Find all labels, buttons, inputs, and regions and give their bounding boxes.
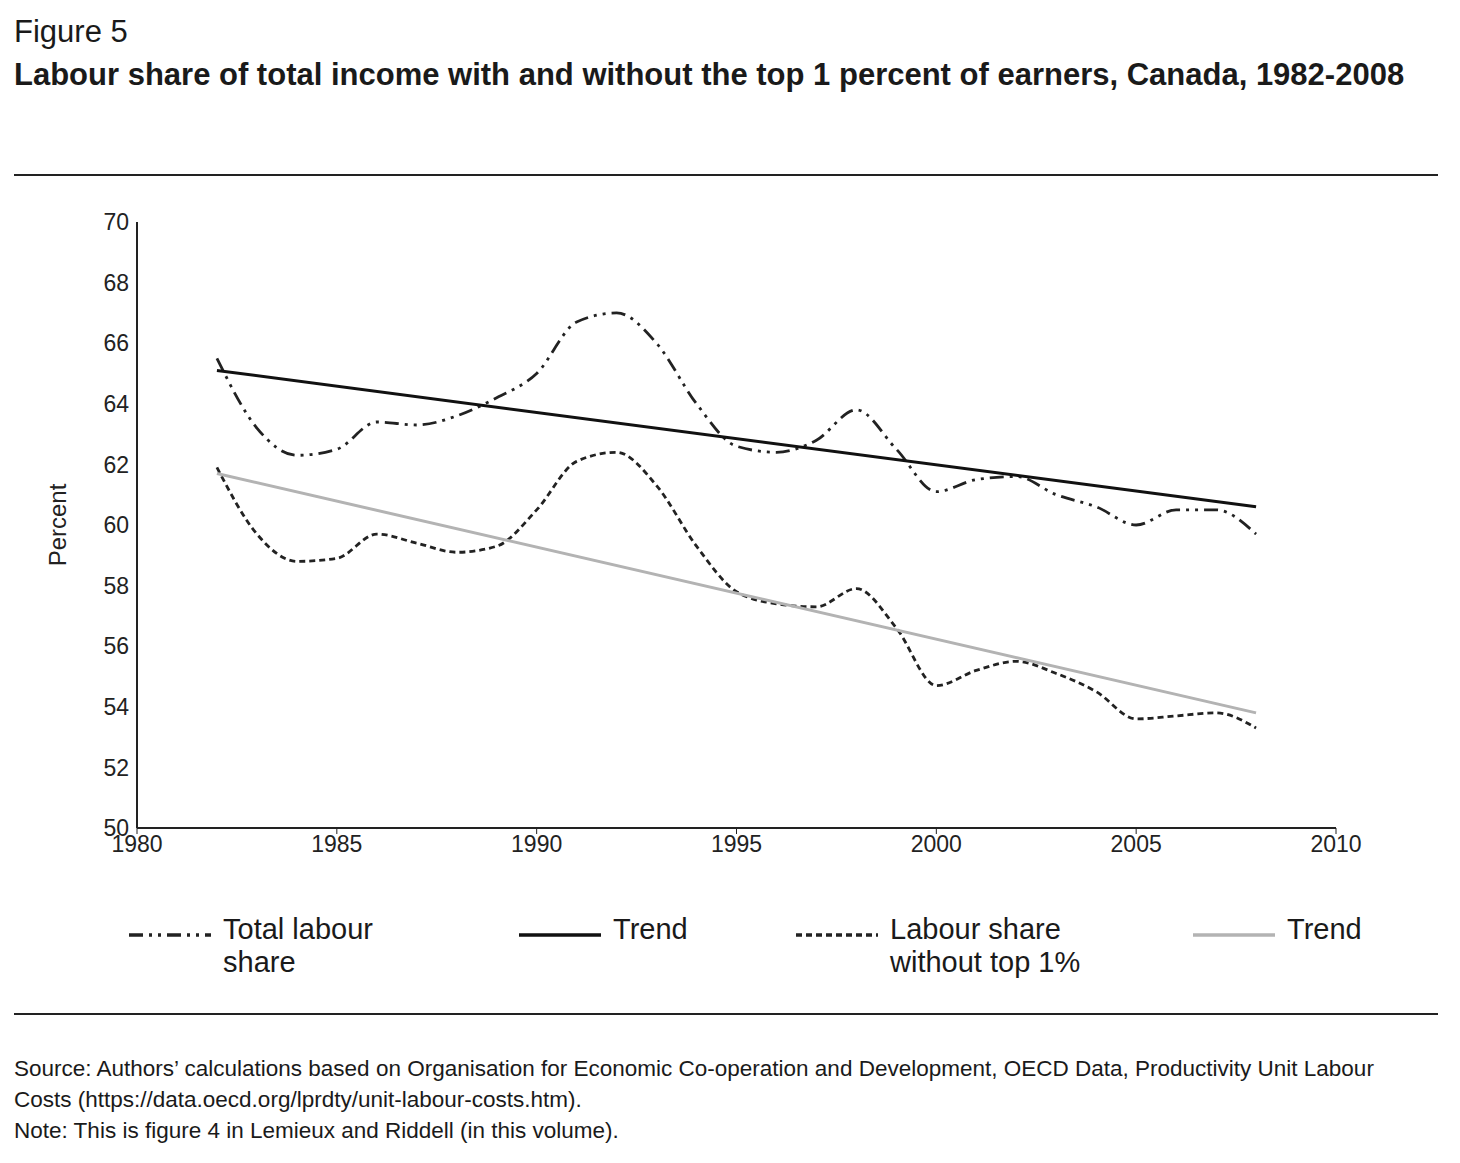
- svg-text:1995: 1995: [711, 831, 762, 857]
- svg-text:52: 52: [103, 755, 129, 781]
- svg-text:1985: 1985: [311, 831, 362, 857]
- html-text:Trend: Trend: [1287, 913, 1362, 945]
- html-text:Figure 5: Figure 5: [14, 14, 128, 49]
- html-text:Trend: Trend: [613, 913, 688, 945]
- svg-text:60: 60: [103, 512, 129, 538]
- svg-text:62: 62: [103, 452, 129, 478]
- svg-text:Percent: Percent: [44, 483, 71, 566]
- svg-text:58: 58: [103, 573, 129, 599]
- svg-text:2005: 2005: [1111, 831, 1162, 857]
- svg-text:1990: 1990: [511, 831, 562, 857]
- svg-text:1980: 1980: [111, 831, 163, 858]
- html-text:Total labour share: Total labour share: [223, 913, 373, 978]
- svg-text:66: 66: [103, 330, 129, 356]
- svg-text:68: 68: [103, 270, 129, 296]
- svg-text:2000: 2000: [911, 831, 962, 857]
- html-text:Labour share without top 1%: Labour share without top 1%: [890, 913, 1081, 978]
- svg-text:2010: 2010: [1310, 831, 1361, 857]
- svg-text:70: 70: [103, 209, 129, 235]
- svg-text:50: 50: [103, 815, 129, 841]
- html-text:Labour share of total income w: Labour share of total income with and wi…: [14, 57, 1405, 92]
- html-text:Source: Authors’ calculations: Source: Authors’ calculations based on O…: [14, 1056, 1374, 1112]
- svg-text:56: 56: [103, 633, 129, 659]
- html-text:Note: This is figure 4 in Lemi: Note: This is figure 4 in Lemieux and Ri…: [14, 1118, 619, 1143]
- svg-text:64: 64: [103, 391, 129, 417]
- svg-text:54: 54: [103, 694, 129, 720]
